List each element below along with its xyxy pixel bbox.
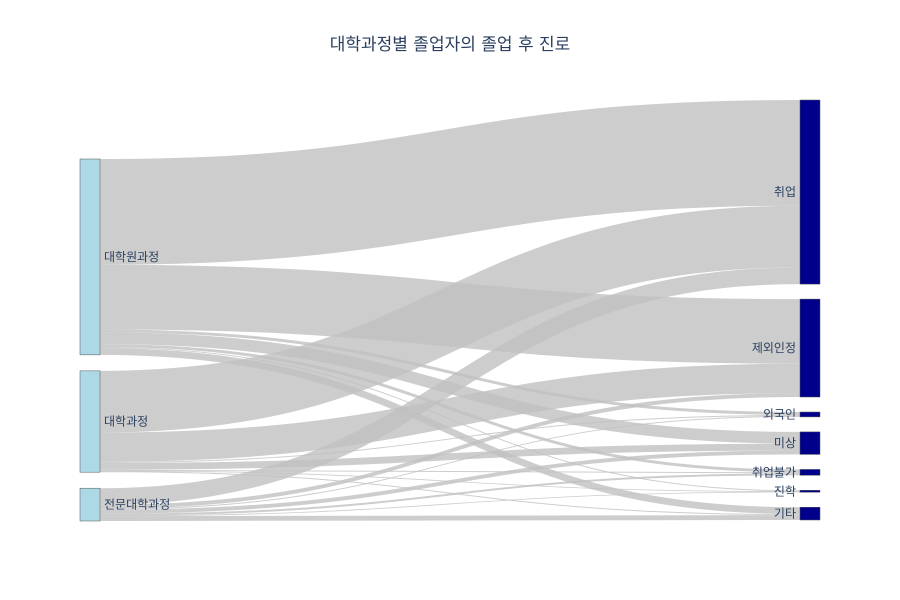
link-grad-employ[interactable] [99,99,801,265]
node-unemployable[interactable] [799,469,821,476]
node-other[interactable] [799,507,821,521]
link-univ-unknown[interactable] [99,443,801,470]
node-label-college: 전문대학과정 [104,498,170,512]
node-label-other: 기타 [774,507,796,521]
chart-title: 대학과정별 졸업자의 졸업 후 진로 [329,35,571,55]
link-college-further[interactable] [99,491,801,517]
node-foreign[interactable] [799,411,821,418]
link-univ-unemployable[interactable] [99,469,801,474]
node-label-grad: 대학원과정 [104,250,159,264]
link-college-other[interactable] [99,515,801,522]
node-label-unknown: 미상 [774,436,796,450]
link-college-employ[interactable] [99,267,801,505]
links-layer [99,99,801,522]
node-college[interactable] [79,487,101,522]
node-unknown[interactable] [799,431,821,455]
node-univ[interactable] [79,370,101,473]
link-univ-other[interactable] [99,471,801,516]
node-label-foreign: 외국인 [763,407,796,421]
node-label-excluded: 제외인정 [752,341,796,355]
link-college-unemployable[interactable] [99,473,801,516]
node-employ[interactable] [799,99,821,285]
node-label-employ: 취업 [774,185,796,199]
link-univ-employ[interactable] [99,205,801,433]
link-univ-foreign[interactable] [99,414,801,463]
node-label-further: 진학 [774,484,796,498]
nodes-layer [79,99,821,522]
link-college-excluded[interactable] [99,393,801,509]
link-college-foreign[interactable] [99,415,801,510]
node-excluded[interactable] [799,298,821,398]
link-grad-foreign[interactable] [99,329,801,415]
link-grad-other[interactable] [99,347,801,515]
node-label-unemployable: 취업불가 [752,465,796,479]
node-grad[interactable] [79,158,101,356]
node-label-univ: 대학과정 [104,415,148,429]
link-college-unknown[interactable] [99,450,801,514]
link-univ-excluded[interactable] [99,363,801,462]
node-further[interactable] [799,490,821,493]
